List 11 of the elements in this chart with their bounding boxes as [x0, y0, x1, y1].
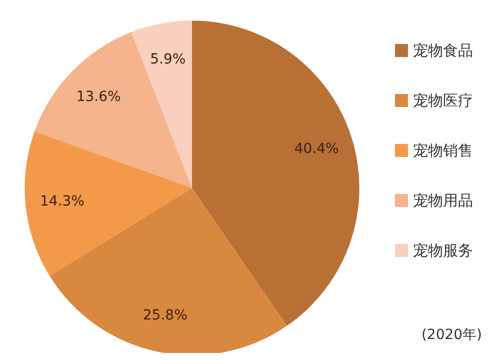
legend-label: 宠物医疗	[413, 92, 473, 110]
data-label: 25.8%	[142, 308, 188, 324]
legend-label: 宠物销售	[413, 142, 473, 160]
legend-label: 宠物服务	[413, 242, 473, 260]
text: (2020年)	[421, 327, 482, 343]
data-label: 14.3%	[40, 194, 84, 210]
data-label: 13.6%	[76, 88, 121, 105]
legend-label: 宠物用品	[413, 192, 473, 210]
data-label: 5.9%	[150, 52, 186, 68]
data-label: 40.4%	[294, 141, 339, 158]
legend-label: 宠物食品	[413, 42, 473, 60]
